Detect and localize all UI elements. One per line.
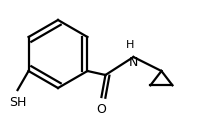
- Text: SH: SH: [9, 96, 26, 109]
- Text: H: H: [126, 40, 135, 50]
- Text: N: N: [129, 56, 138, 69]
- Text: O: O: [97, 103, 106, 116]
